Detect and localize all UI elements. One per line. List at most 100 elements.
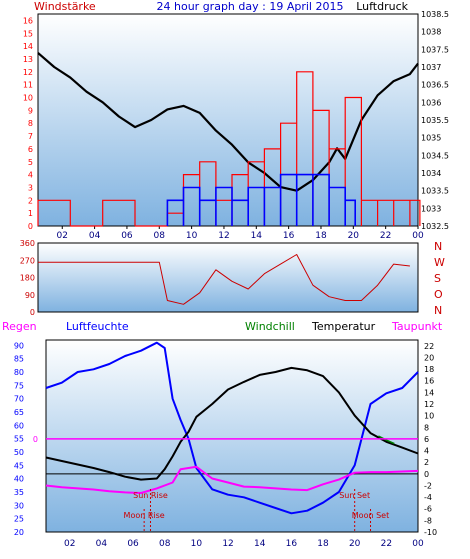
wind-gust-bars <box>166 173 356 226</box>
time-tick-label: 02 <box>57 231 68 241</box>
astronomy-label: Sun Set <box>339 491 370 500</box>
pressure-axis-title: Luftdruck <box>356 0 408 13</box>
wind-tick-label: 15 <box>23 29 33 38</box>
wind-tick-label: 8 <box>28 119 33 128</box>
temperature-tick-label: 4 <box>424 447 429 456</box>
time-tick-label: 18 <box>317 539 329 549</box>
time-tick-label: 22 <box>381 539 392 549</box>
humidity-tick-label: 55 <box>14 435 24 444</box>
temperature-tick-label: 6 <box>424 435 429 444</box>
windchill-line <box>378 435 395 445</box>
direction-axis-ticks: 0 90 180 270 360 <box>20 239 35 317</box>
pressure-tick-label: 1037.5 <box>421 45 449 54</box>
time-tick-label: 04 <box>96 539 108 549</box>
wind-tick-label: 11 <box>23 81 33 90</box>
astronomy-label: Moon Rise <box>124 511 165 520</box>
temperature-axis-ticks: -10 -8 -6 -4 -2 0 2 4 6 8 10 12 14 16 18 20 22 <box>424 342 437 537</box>
temperature-tick-label: 14 <box>424 388 434 397</box>
humidity-tick-label: 85 <box>14 355 24 364</box>
time-tick-label: 00 <box>412 539 424 549</box>
wind-tick-label: 6 <box>28 145 33 154</box>
wind-tick-label: 12 <box>23 68 33 77</box>
time-tick-label: 10 <box>191 539 203 549</box>
pressure-tick-label: 1032.5 <box>421 222 449 231</box>
wind-tick-label: 14 <box>23 42 33 51</box>
time-tick-label: 10 <box>186 231 198 241</box>
temperature-tick-label: -2 <box>424 481 432 490</box>
compass-label: O <box>434 288 443 301</box>
wind-tick-label: 1 <box>28 209 33 218</box>
legend-luftfeuchte: Luftfeuchte <box>66 320 129 333</box>
pressure-tick-label: 1038 <box>421 28 441 37</box>
time-tick-label: 04 <box>89 231 101 241</box>
time-axis-ticks-3: 02 04 06 08 10 12 14 16 18 20 22 00 <box>64 539 424 549</box>
temperature-tick-label: -8 <box>424 516 432 525</box>
temperature-tick-label: 18 <box>424 365 434 374</box>
pressure-tick-label: 1037 <box>421 63 441 72</box>
time-tick-label: 16 <box>283 231 295 241</box>
time-tick-label: 00 <box>412 231 424 241</box>
time-tick-label: 14 <box>251 231 263 241</box>
wind-tick-label: 3 <box>28 183 33 192</box>
legend-temperatur: Temperatur <box>311 320 376 333</box>
temperature-line <box>45 366 419 481</box>
time-tick-label: 12 <box>218 231 229 241</box>
humidity-tick-label: 50 <box>14 448 24 457</box>
astronomy-label: Sun Rise <box>133 491 168 500</box>
pressure-tick-label: 1035.5 <box>421 116 449 125</box>
time-tick-label: 20 <box>348 231 360 241</box>
temperature-tick-label: 12 <box>424 400 434 409</box>
humidity-tick-label: 45 <box>14 461 24 470</box>
time-tick-label: 16 <box>286 539 298 549</box>
compass-label: N <box>434 304 442 317</box>
wind-tick-label: 4 <box>28 171 33 180</box>
direction-tick-label: 0 <box>30 308 35 317</box>
time-tick-label: 22 <box>380 231 391 241</box>
temperature-tick-label: -4 <box>424 493 432 502</box>
temperature-tick-label: 2 <box>424 458 429 467</box>
direction-tick-label: 270 <box>20 256 35 265</box>
time-tick-label: 08 <box>159 539 171 549</box>
wind-tick-label: 16 <box>23 16 33 25</box>
pressure-tick-label: 1038.5 <box>421 10 449 19</box>
pressure-tick-label: 1033.5 <box>421 187 449 196</box>
pressure-axis-ticks: 1032.5 1033 1033.5 1034 1034.5 1035 1035.5 1036… <box>421 10 449 231</box>
temperature-tick-label: -10 <box>424 528 437 537</box>
astronomy-annotations: Sun Rise Moon Rise Sun Set Moon Set <box>124 489 389 532</box>
pressure-tick-label: 1035 <box>421 134 441 143</box>
temperature-tick-label: 10 <box>424 412 434 421</box>
humidity-tick-label: 25 <box>14 515 24 524</box>
time-tick-label: 18 <box>315 231 327 241</box>
compass-label: S <box>434 272 441 285</box>
temperature-tick-label: 20 <box>424 353 434 362</box>
wind-tick-label: 13 <box>23 55 33 64</box>
wind-direction-line <box>38 254 410 305</box>
rain-tick-label: 0 <box>33 435 38 444</box>
wind-direction-plot-area <box>37 242 419 313</box>
humidity-tick-label: 75 <box>14 381 24 390</box>
pressure-tick-label: 1036.5 <box>421 81 449 90</box>
time-tick-label: 08 <box>154 231 166 241</box>
legend-taupunkt: Taupunkt <box>391 320 443 333</box>
pressure-line <box>37 52 419 192</box>
humidity-tick-label: 60 <box>14 421 24 430</box>
dewpoint-line <box>45 465 419 494</box>
compass-label: W <box>434 256 445 269</box>
wind-axis-title: Windstärke <box>34 0 96 13</box>
temperature-tick-label: 22 <box>424 342 434 351</box>
direction-tick-label: 360 <box>20 239 35 248</box>
temperature-tick-label: 8 <box>424 423 429 432</box>
pressure-tick-label: 1034.5 <box>421 151 449 160</box>
wind-tick-label: 0 <box>28 222 33 231</box>
climate-plot-area <box>45 339 419 533</box>
time-tick-label: 06 <box>121 231 133 241</box>
pressure-tick-label: 1036 <box>421 98 441 107</box>
humidity-tick-label: 40 <box>14 475 24 484</box>
wind-tick-label: 9 <box>28 106 33 115</box>
wind-tick-label: 7 <box>28 132 33 141</box>
temperature-tick-label: -6 <box>424 505 432 514</box>
humidity-tick-label: 90 <box>14 341 24 350</box>
direction-tick-label: 90 <box>25 291 35 300</box>
